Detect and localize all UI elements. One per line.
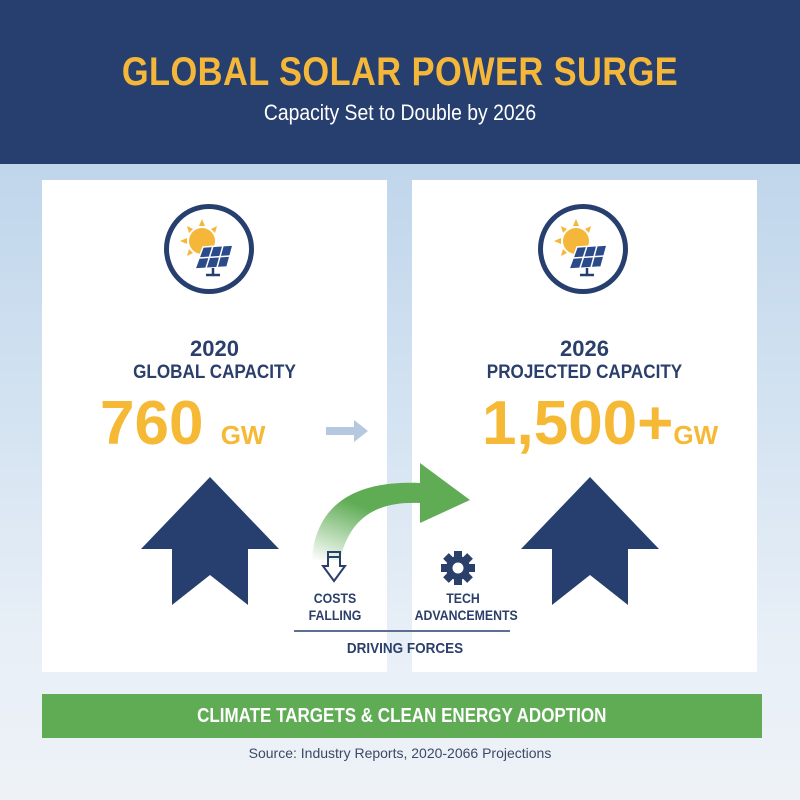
gear-icon (441, 551, 475, 585)
capacity-value: 1,500+GW (482, 388, 718, 459)
capacity-unit: GW (673, 420, 719, 450)
driving-force-tech: TECH ADVANCEMENTS (414, 590, 518, 624)
climate-targets-banner: CLIMATE TARGETS & CLEAN ENERGY ADOPTION (42, 694, 762, 738)
year-label: 2026 (560, 336, 609, 361)
up-arrow-icon (521, 477, 659, 605)
source-caption: Source: Industry Reports, 2020-2066 Proj… (248, 745, 552, 761)
capacity-label: GLOBAL CAPACITY (133, 362, 296, 383)
up-arrow-icon (141, 477, 279, 605)
capacity-value: 760 GW (100, 388, 265, 459)
page-title: GLOBAL SOLAR POWER SURGE (121, 50, 679, 94)
year-label: 2020 (190, 336, 239, 361)
force-line-1: COSTS (313, 590, 357, 606)
force-line-1: TECH (446, 590, 480, 606)
force-line-2: FALLING (308, 607, 362, 623)
banner-text: CLIMATE TARGETS & CLEAN ENERGY ADOPTION (197, 705, 607, 727)
panel-2020: 2020 GLOBAL CAPACITY 760 GW (42, 180, 387, 672)
capacity-number: 1,500+ (482, 389, 674, 458)
solar-panel-sun-icon (164, 204, 254, 294)
capacity-number: 760 (100, 389, 204, 458)
right-arrow-icon (326, 420, 368, 442)
capacity-label: PROJECTED CAPACITY (486, 362, 683, 383)
down-arrow-icon (321, 551, 347, 583)
capacity-unit: GW (220, 420, 266, 450)
driving-forces-title: DRIVING FORCES (346, 640, 464, 657)
driving-force-costs: COSTS FALLING (304, 590, 366, 624)
page-subtitle: Capacity Set to Double by 2026 (263, 100, 537, 125)
solar-panel-sun-icon (538, 204, 628, 294)
panel-2026: 2026 PROJECTED CAPACITY 1,500+GW (412, 180, 757, 672)
header-banner: GLOBAL SOLAR POWER SURGE Capacity Set to… (0, 0, 800, 164)
divider-line (294, 630, 510, 632)
curved-growth-arrow-icon (312, 463, 470, 560)
force-line-2: ADVANCEMENTS (414, 607, 518, 623)
